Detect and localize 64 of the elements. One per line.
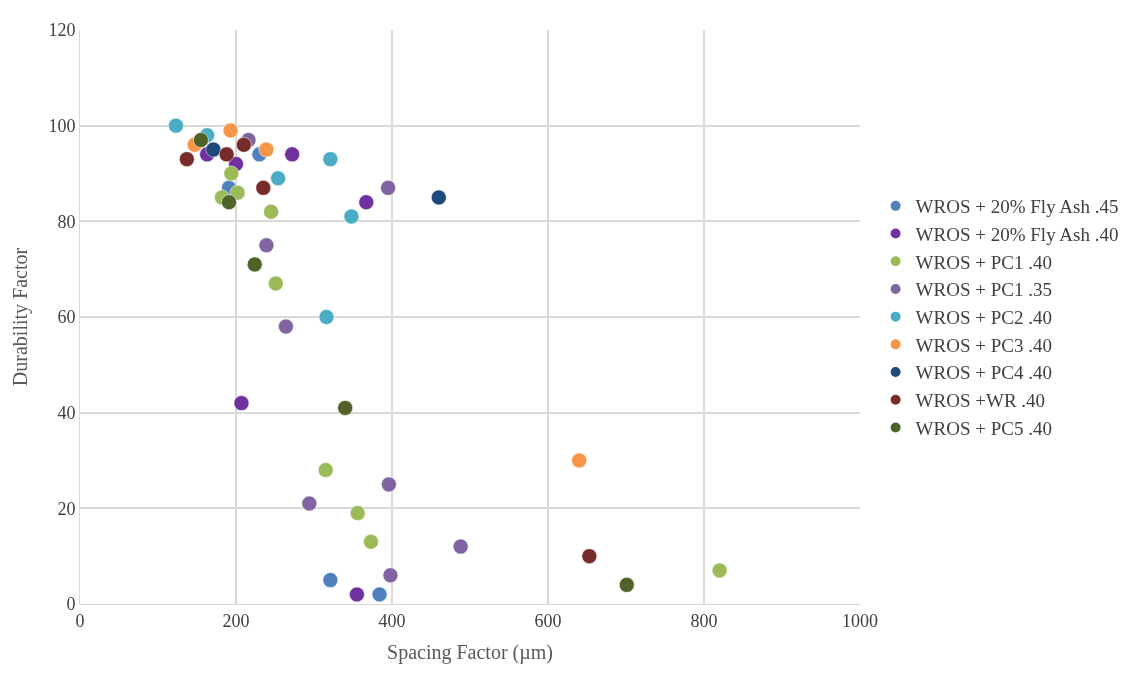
point bbox=[218, 146, 235, 163]
y-tick-label: 60 bbox=[57, 307, 76, 328]
point bbox=[223, 165, 240, 182]
legend-label: WROS + 20% Fly Ash .45 bbox=[915, 196, 1119, 218]
point bbox=[193, 132, 209, 148]
point bbox=[571, 452, 587, 469]
point bbox=[358, 194, 375, 210]
legend-label: WROS + 20% Fly Ash .40 bbox=[915, 223, 1119, 245]
point bbox=[301, 495, 318, 512]
point bbox=[452, 538, 469, 555]
point bbox=[179, 151, 195, 167]
point bbox=[221, 194, 237, 210]
point bbox=[322, 572, 339, 588]
point bbox=[317, 462, 334, 478]
legend-label: WROS + PC1 .35 bbox=[915, 279, 1052, 301]
y-tick-label: 120 bbox=[48, 20, 76, 41]
point bbox=[322, 151, 339, 167]
point bbox=[337, 400, 353, 416]
point bbox=[619, 577, 635, 593]
legend-label: WROS + PC1 .40 bbox=[915, 251, 1052, 273]
point bbox=[581, 548, 598, 564]
point bbox=[711, 562, 728, 579]
legend-label: WROS +WR .40 bbox=[915, 390, 1046, 412]
point bbox=[270, 170, 286, 187]
point bbox=[284, 146, 300, 163]
point bbox=[205, 141, 222, 158]
point bbox=[229, 184, 246, 201]
point bbox=[263, 204, 279, 220]
point bbox=[431, 189, 447, 206]
point bbox=[222, 122, 239, 139]
x-tick-label: 800 bbox=[690, 610, 718, 631]
point bbox=[233, 395, 250, 411]
y-tick-label: 80 bbox=[57, 211, 76, 232]
y-axis-title: Durability Factor bbox=[8, 247, 32, 387]
point bbox=[349, 586, 365, 603]
point bbox=[278, 318, 294, 335]
legend-label: WROS + PC5 .40 bbox=[915, 417, 1052, 439]
y-tick-label: 0 bbox=[66, 594, 76, 615]
point bbox=[268, 275, 284, 292]
y-tick-label: 100 bbox=[48, 115, 76, 136]
x-tick-label: 600 bbox=[534, 610, 562, 631]
x-tick-label: 200 bbox=[222, 610, 250, 631]
legend-label: WROS + PC4 .40 bbox=[915, 362, 1052, 384]
x-tick-label: 400 bbox=[378, 610, 406, 631]
point bbox=[380, 180, 396, 196]
point bbox=[343, 208, 360, 225]
x-axis-title: Spacing Factor (µm) bbox=[387, 641, 553, 665]
point bbox=[371, 586, 388, 603]
point bbox=[255, 180, 272, 196]
point bbox=[349, 505, 366, 521]
x-tick-label: 1000 bbox=[842, 610, 878, 631]
point bbox=[382, 567, 399, 584]
point bbox=[258, 141, 275, 158]
y-tick-label: 20 bbox=[57, 498, 76, 519]
legend-label: WROS + PC2 .40 bbox=[915, 307, 1052, 329]
y-tick-label: 40 bbox=[57, 402, 76, 423]
point bbox=[381, 476, 397, 493]
point bbox=[246, 256, 263, 273]
legend-label: WROS + PC3 .40 bbox=[915, 334, 1052, 356]
point bbox=[168, 117, 184, 134]
point bbox=[258, 237, 275, 253]
point bbox=[363, 534, 379, 550]
point bbox=[318, 309, 335, 325]
point bbox=[236, 137, 252, 153]
